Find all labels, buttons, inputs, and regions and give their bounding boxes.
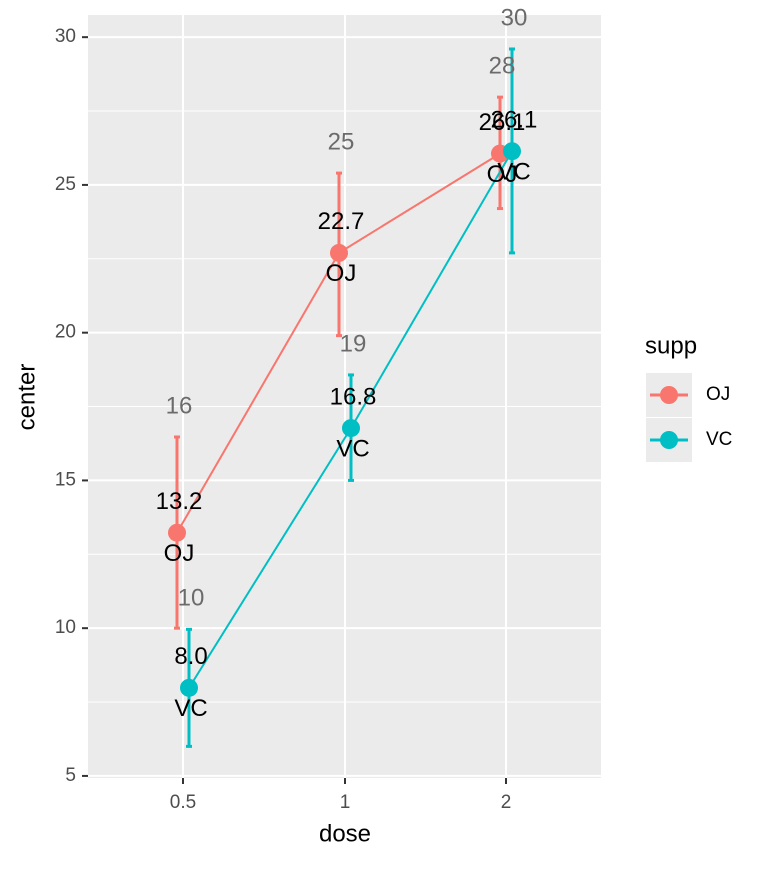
legend-key-point [660, 431, 678, 449]
group-label: VC [336, 435, 369, 462]
group-label: OJ [164, 540, 195, 567]
upper-label: 16 [166, 392, 193, 419]
value-label: 26.1 [479, 109, 526, 136]
upper-label: 30 [501, 4, 528, 31]
value-label: 13.2 [156, 488, 203, 515]
y-axis-label: center [13, 364, 40, 431]
group-label: VC [497, 159, 530, 186]
point [503, 142, 521, 161]
x-tick-label: 0.5 [170, 792, 196, 813]
x-axis-label: dose [319, 820, 371, 847]
point [342, 419, 360, 438]
legend-label: VC [706, 429, 732, 450]
value-label: 22.7 [318, 208, 365, 235]
point [330, 243, 348, 262]
upper-label: 25 [328, 128, 355, 155]
legend-key-point [660, 386, 678, 404]
value-label: 16.8 [330, 383, 377, 410]
y-tick-label: 20 [55, 322, 76, 343]
legend-title: supp [645, 332, 697, 359]
legend-label: OJ [706, 384, 730, 405]
upper-label: 19 [340, 330, 367, 357]
point [180, 678, 198, 697]
value-label: 26.1 [491, 107, 538, 134]
x-tick-label: 2 [501, 792, 512, 813]
upper-label: 28 [489, 52, 516, 79]
y-tick-label: 10 [55, 617, 76, 638]
y-tick-label: 30 [55, 26, 76, 47]
value-label: 8.0 [174, 643, 207, 670]
x-tick-label: 1 [340, 792, 351, 813]
y-tick-label: 15 [55, 469, 76, 490]
point [168, 523, 186, 542]
group-label: OJ [326, 260, 357, 287]
group-label: OJ [487, 161, 518, 188]
group-label: VC [174, 695, 207, 722]
y-tick-label: 5 [65, 765, 76, 786]
upper-label: 10 [178, 585, 205, 612]
y-tick-label: 25 [55, 174, 76, 195]
